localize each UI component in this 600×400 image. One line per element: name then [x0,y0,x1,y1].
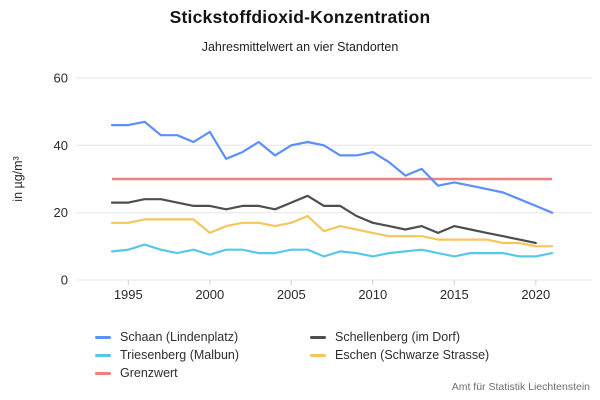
source-attribution: Amt für Statistik Liechtenstein [451,381,590,393]
chart-title: Stickstoffdioxid-Konzentration [169,7,431,27]
legend-item-schaan[interactable]: Schaan (Lindenplatz) [95,330,310,344]
legend-item-eschen[interactable]: Eschen (Schwarze Strasse) [310,348,489,362]
legend-marker-eschen [310,353,326,357]
legend-label-schellenberg: Schellenberg (im Dorf) [335,330,461,344]
svg-text:2005: 2005 [277,287,306,302]
chart-legend: Schaan (Lindenplatz) Schellenberg (im Do… [95,330,489,380]
svg-text:60: 60 [54,71,68,86]
legend-marker-triesenberg [95,353,111,357]
line-chart: 0 20 40 60 1995 2000 2005 2010 2015 2020 in µg/m³ [11,71,592,302]
chart-subtitle: Jahresmittelwert an vier Standorten [201,40,399,54]
svg-text:2000: 2000 [195,287,224,302]
svg-text:2015: 2015 [440,287,469,302]
svg-text:1995: 1995 [114,287,143,302]
legend-label-schaan: Schaan (Lindenplatz) [120,330,239,344]
legend-label-eschen: Eschen (Schwarze Strasse) [335,348,490,362]
legend-marker-grenzwert [95,371,111,375]
legend-label-grenzwert: Grenzwert [120,366,178,380]
svg-text:2020: 2020 [521,287,550,302]
svg-text:0: 0 [61,273,68,288]
legend-item-schellenberg[interactable]: Schellenberg (im Dorf) [310,330,489,344]
legend-item-grenzwert[interactable]: Grenzwert [95,366,310,380]
legend-label-triesenberg: Triesenberg (Malbun) [120,348,240,362]
svg-text:2010: 2010 [358,287,387,302]
svg-text:40: 40 [54,138,68,153]
legend-marker-schaan [95,335,111,339]
legend-item-triesenberg[interactable]: Triesenberg (Malbun) [95,348,310,362]
svg-text:in µg/m³: in µg/m³ [11,156,25,201]
legend-marker-schellenberg [310,335,326,339]
svg-text:20: 20 [54,205,68,220]
